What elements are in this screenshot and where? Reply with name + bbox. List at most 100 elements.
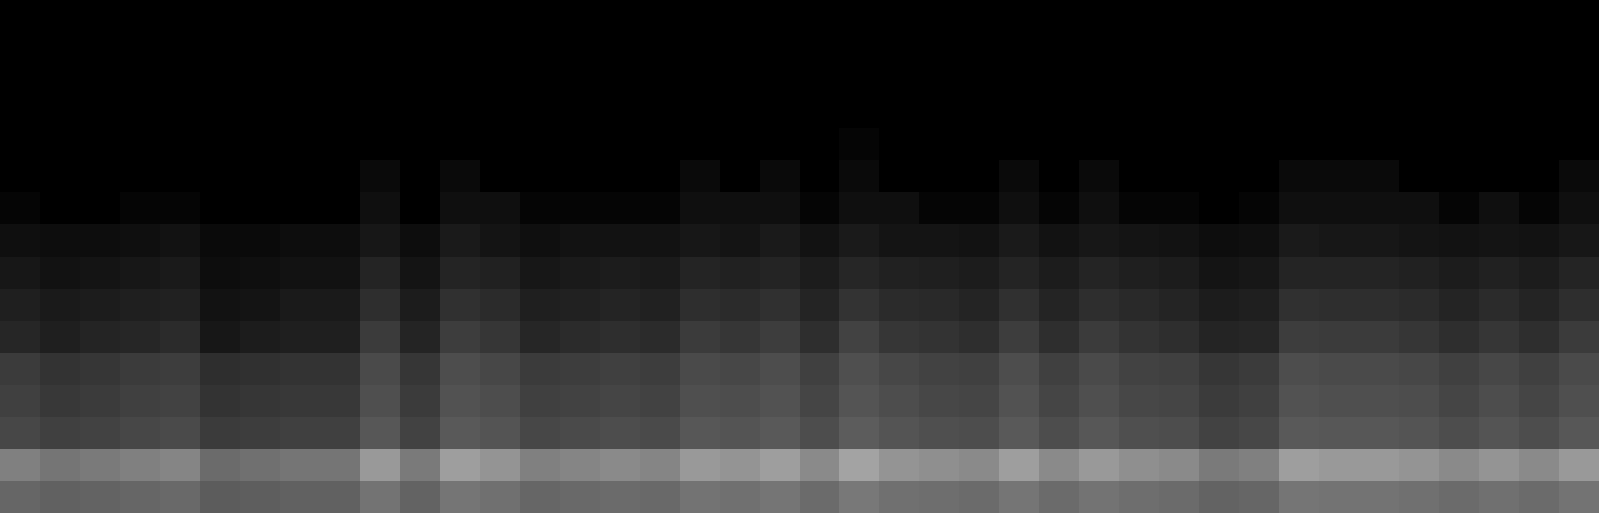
- cell: [200, 96, 241, 129]
- cell: [1039, 481, 1080, 513]
- cell: [120, 353, 161, 386]
- cell: [999, 449, 1040, 482]
- cell: [800, 449, 841, 482]
- cells: [0, 0, 1599, 513]
- cell: [1359, 321, 1400, 354]
- cell: [800, 96, 841, 129]
- cell: [1039, 192, 1080, 225]
- cell: [720, 289, 761, 322]
- cell: [1399, 321, 1440, 354]
- cell: [1279, 160, 1320, 193]
- cell: [40, 449, 81, 482]
- cell: [800, 0, 841, 33]
- cell: [320, 32, 361, 65]
- cell: [1199, 353, 1240, 386]
- cell: [120, 192, 161, 225]
- cell: [1159, 224, 1200, 257]
- cell: [959, 321, 1000, 354]
- cell: [1079, 96, 1120, 129]
- cell: [200, 160, 241, 193]
- cell: [1119, 0, 1160, 33]
- cell: [1199, 224, 1240, 257]
- cell: [1559, 417, 1599, 450]
- cell: [560, 385, 601, 418]
- cell: [1479, 385, 1520, 418]
- cell: [839, 353, 880, 386]
- cell: [1399, 289, 1440, 322]
- cell: [800, 385, 841, 418]
- cell: [1439, 449, 1480, 482]
- cell: [80, 160, 121, 193]
- cell: [120, 321, 161, 354]
- cell: [919, 32, 960, 65]
- cell: [200, 128, 241, 161]
- cell: [1399, 257, 1440, 290]
- cell: [680, 64, 721, 97]
- cell: [0, 385, 41, 418]
- cell: [999, 160, 1040, 193]
- cell: [879, 0, 920, 33]
- cell: [1519, 192, 1560, 225]
- cell: [160, 0, 201, 33]
- cell: [720, 449, 761, 482]
- cell: [360, 128, 401, 161]
- cell: [280, 385, 321, 418]
- cell: [1559, 257, 1599, 290]
- cell: [1279, 224, 1320, 257]
- cell: [959, 0, 1000, 33]
- cell: [1519, 353, 1560, 386]
- cell: [40, 257, 81, 290]
- cell: [1119, 417, 1160, 450]
- cell: [320, 385, 361, 418]
- cell: [919, 481, 960, 513]
- cell: [1479, 160, 1520, 193]
- cell: [40, 128, 81, 161]
- cell: [1559, 289, 1599, 322]
- cell: [1159, 192, 1200, 225]
- cell: [520, 192, 561, 225]
- cell: [1119, 96, 1160, 129]
- cell: [1439, 481, 1480, 513]
- cell: [80, 64, 121, 97]
- cell: [320, 64, 361, 97]
- cell: [1199, 192, 1240, 225]
- cell: [160, 64, 201, 97]
- cell: [0, 64, 41, 97]
- cell: [600, 128, 641, 161]
- cell: [1279, 192, 1320, 225]
- cell: [1239, 96, 1280, 129]
- cell: [959, 64, 1000, 97]
- cell: [1359, 128, 1400, 161]
- cell: [1319, 449, 1360, 482]
- cell: [640, 224, 681, 257]
- cell: [800, 289, 841, 322]
- cell: [720, 353, 761, 386]
- cell: [1079, 449, 1120, 482]
- cell: [1399, 64, 1440, 97]
- cell: [720, 385, 761, 418]
- cell: [360, 96, 401, 129]
- cell: [1559, 321, 1599, 354]
- cell: [1159, 353, 1200, 386]
- cell: [680, 289, 721, 322]
- cell: [0, 224, 41, 257]
- cell: [1239, 160, 1280, 193]
- cell: [360, 64, 401, 97]
- cell: [999, 417, 1040, 450]
- cell: [400, 353, 441, 386]
- cell: [1159, 289, 1200, 322]
- cell: [640, 64, 681, 97]
- cell: [1159, 385, 1200, 418]
- cell: [959, 385, 1000, 418]
- cell: [1519, 385, 1560, 418]
- cell: [1519, 481, 1560, 513]
- cell: [1039, 353, 1080, 386]
- cell: [1319, 64, 1360, 97]
- cell: [360, 321, 401, 354]
- cell: [1239, 321, 1280, 354]
- cell: [120, 449, 161, 482]
- cell: [1319, 0, 1360, 33]
- cell: [240, 160, 281, 193]
- cell: [720, 0, 761, 33]
- cell: [640, 449, 681, 482]
